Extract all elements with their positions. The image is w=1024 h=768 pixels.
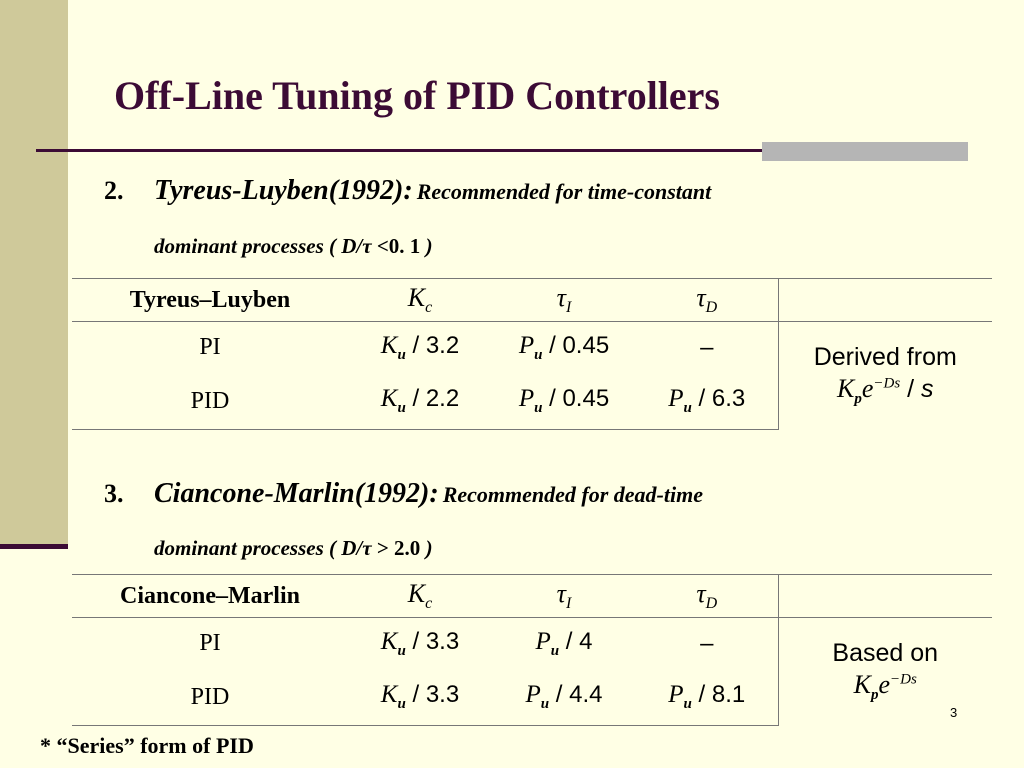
tau-i-cell: Pu / 4.4	[492, 669, 636, 726]
note-formula: Kpe−Ds	[853, 670, 917, 704]
note-header	[777, 278, 992, 322]
left-decorative-band	[0, 0, 68, 548]
kc-cell: Ku / 3.3	[348, 669, 492, 726]
table-row: PI Ku / 3.3 Pu / 4 – Based on Kpe−Ds	[72, 617, 992, 726]
table-row: PID Ku / 3.3 Pu / 4.4 Pu / 8.1	[72, 669, 992, 726]
note-text: Derived from	[813, 343, 957, 372]
kc-cell: Ku / 3.2	[380, 331, 460, 363]
table-row: PI Ku / 3.2 Pu / 0.45 – Derived from Kpe…	[72, 321, 992, 430]
condition: D/τ <0. 1	[341, 234, 420, 258]
kc-cell: Ku / 3.3	[380, 627, 460, 659]
title-divider	[36, 149, 764, 152]
list-item-number: 2.	[104, 176, 124, 205]
tau-d-cell: Pu / 6.3	[636, 373, 778, 430]
condition-close: )	[420, 234, 433, 258]
condition-close: )	[420, 536, 433, 560]
derivation-note: Based on Kpe−Ds	[777, 617, 992, 726]
table-header-row: Tyreus–Luyben Kc τI τD	[72, 278, 992, 322]
list-item-tyreus-luyben: 2. Tyreus-Luyben(1992): Recommended for t…	[104, 175, 711, 207]
method-name: Ciancone-Marlin(1992):	[154, 478, 439, 509]
list-item-continuation: dominant processes ( D/τ <0. 1 )	[154, 234, 433, 259]
tau-d-cell: –	[700, 629, 714, 657]
condition-variable: D/τ	[341, 234, 372, 258]
tau-i-header: τI	[492, 278, 636, 322]
tau-i-cell: Pu / 0.45	[518, 331, 610, 363]
table-header-row: Ciancone–Marlin Kc τI τD	[72, 574, 992, 618]
tau-d-header: τD	[636, 574, 778, 618]
footnote: * “Series” form of PID	[40, 733, 254, 758]
method-description: Recommended for dead-time	[442, 482, 703, 507]
kc-cell: Ku / 2.2	[348, 373, 492, 430]
list-item-ciancone-marlin: 3. Ciancone-Marlin(1992): Recommended for…	[104, 478, 703, 510]
controller-type: PI	[199, 630, 221, 657]
title-accent-bar	[762, 142, 968, 161]
tyreus-luyben-table: Tyreus–Luyben Kc τI τD PI Ku / 3.2 Pu / …	[72, 278, 992, 430]
controller-type: PID	[72, 373, 348, 430]
slide-title: Off-Line Tuning of PID Controllers	[114, 73, 720, 118]
tau-i-cell: Pu / 0.45	[492, 373, 636, 430]
list-item-number: 3.	[104, 479, 124, 508]
controller-type: PI	[199, 334, 221, 361]
tau-d-cell: –	[700, 333, 714, 361]
continuation-text: dominant processes (	[154, 536, 337, 560]
kc-header: Kc	[348, 278, 492, 322]
method-description: Recommended for time-constant	[416, 179, 712, 204]
page-number: 3	[950, 705, 958, 720]
condition-variable: D/τ	[341, 536, 372, 560]
kc-header: Kc	[348, 574, 492, 618]
table-row: PID Ku / 2.2 Pu / 0.45 Pu / 6.3	[72, 373, 992, 430]
condition: D/τ > 2.0	[341, 536, 420, 560]
method-header: Ciancone–Marlin	[72, 574, 348, 618]
note-header	[777, 574, 992, 618]
condition-operator: > 2.0	[371, 536, 421, 560]
condition-operator: <0. 1	[371, 234, 421, 258]
continuation-text: dominant processes (	[154, 234, 337, 258]
controller-type: PID	[72, 669, 348, 726]
ciancone-marlin-table: Ciancone–Marlin Kc τI τD PI Ku / 3.3 Pu …	[72, 574, 992, 726]
tau-i-cell: Pu / 4	[535, 627, 593, 659]
tau-d-header: τD	[636, 278, 778, 322]
method-name: Tyreus-Luyben(1992):	[154, 175, 413, 206]
tau-i-header: τI	[492, 574, 636, 618]
left-band-underline	[0, 544, 68, 549]
tau-d-cell: Pu / 8.1	[636, 669, 778, 726]
note-formula: Kpe−Ds / s	[836, 374, 934, 408]
list-item-continuation: dominant processes ( D/τ > 2.0 )	[154, 536, 433, 561]
note-text: Based on	[832, 639, 939, 668]
derivation-note: Derived from Kpe−Ds / s	[777, 321, 992, 430]
method-header: Tyreus–Luyben	[72, 278, 348, 322]
